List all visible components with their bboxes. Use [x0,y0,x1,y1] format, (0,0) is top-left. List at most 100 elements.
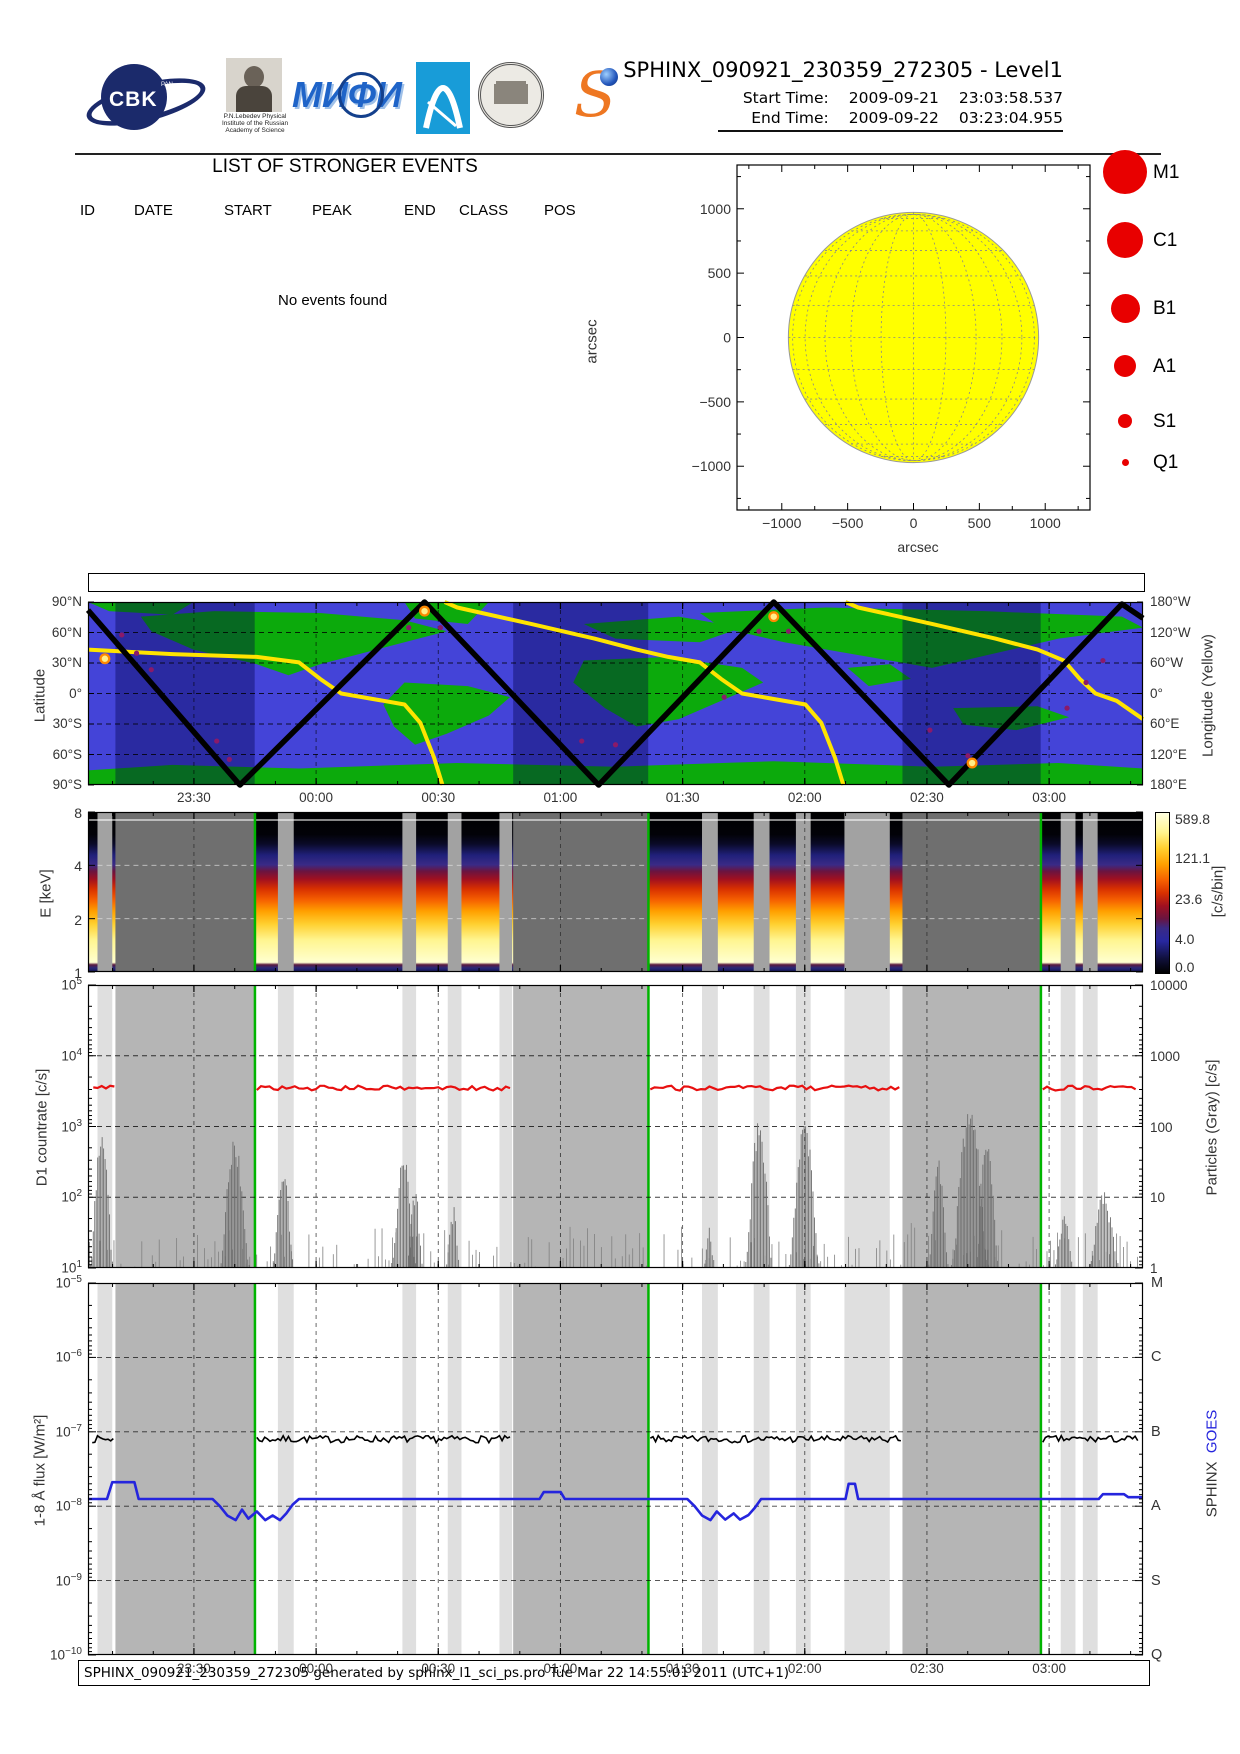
legend-flare-circle-S1 [1118,414,1132,428]
map-lon-label-5: 120°E [1150,746,1187,762]
map-time-label-01:00: 01:00 [543,790,578,805]
map-time-label-00:00: 00:00 [299,790,333,805]
times-underline [718,130,1063,132]
track-dot [1083,679,1089,686]
goes-class-tick-M: M [1151,1275,1164,1291]
map-lat-label-1: 60°N [51,624,82,640]
sun-ytick-label: −500 [699,394,731,410]
events-column-peak: PEAK [312,202,353,219]
track-dot [785,628,792,634]
end-time-label: End Time: [751,109,829,127]
flux-time-label-02:30: 02:30 [910,1661,944,1676]
sphinx-goes-label: SPHINX GOES [1204,1334,1221,1594]
sun-ytick-label: 1000 [700,201,731,217]
night-band [115,1283,255,1655]
strip-band [97,1283,113,1655]
longitude-curve [844,600,1145,721]
track-dot [1100,657,1106,664]
flux-ytick--6: 10−6 [55,1348,82,1365]
lebedev-caption: P.N.Lebedev Physical Institute of the Ru… [221,113,289,134]
colorbar-label-4: 0.0 [1175,959,1195,975]
start-date-value: 2009-09-21 [848,89,939,107]
flux-ytick--8: 10−8 [55,1497,82,1514]
flux-panel [87,1282,1144,1656]
map-lat-label-4: 30°S [52,716,82,731]
spectrogram-panel [87,811,1144,973]
map-time-label-00:30: 00:30 [421,790,456,805]
flux-time-label-23:30: 23:30 [177,1661,211,1676]
cbk-globe-icon [101,64,167,130]
goes-class-tick-C: C [1151,1349,1162,1366]
night-band [902,812,1041,972]
legend-flare-label-S1: S1 [1153,411,1177,432]
footer-box: SPHINX_090921_230359_272305 generated by… [78,1660,1150,1686]
strip-band [795,1283,811,1655]
cbk-sub-text: PAN [161,82,173,88]
empty-status-strip [88,573,1145,592]
strip-band [447,1283,462,1655]
cbk-text: CBK [109,88,158,111]
track-dot [612,742,619,748]
sunrise-line [1039,985,1043,1268]
spect-ytick-1: 1 [74,965,82,981]
track-dot [927,727,933,733]
solar-grid-meridian [850,213,977,462]
track-dot [437,625,443,631]
strip-band [1082,812,1098,972]
strip-band [447,812,462,972]
legend-flare-circle-C1 [1107,222,1143,258]
strip-band [402,812,417,972]
panel-border [87,601,1144,786]
track-hotspot-core [101,655,109,662]
track-dot [148,667,154,673]
strip-band [97,812,113,972]
night-band [513,1283,649,1655]
particles-ytick-10000: 10000 [1150,978,1188,993]
map-lat-label-2: 30°N [51,655,82,670]
goes-class-tick-A: A [1151,1498,1161,1515]
track-dot [133,650,140,656]
end-date-value: 2009-09-22 [848,109,939,127]
d1-ytick-5: 105 [61,976,82,993]
sun-yaxis-label: arcsec [583,319,601,364]
d1-ytick-4: 104 [61,1046,82,1064]
sunrise-line [1039,812,1043,972]
track-dot [756,628,762,634]
flux-ytick--9: 10−9 [55,1571,82,1589]
flux-ylabel: 1-8 Å flux [W/m²] [31,1414,49,1527]
d1-ylabel: D1 countrate [c/s] [33,1068,51,1187]
map-lat-label-0: 90°N [51,594,82,609]
particles-ytick-1000: 1000 [1150,1048,1181,1064]
observatory-seal-logo [478,62,544,130]
goes-trace-label: GOES [1203,1409,1221,1454]
map-lon-label-1: 120°W [1150,624,1191,640]
goes-flux-trace [88,1480,1143,1522]
strip-band [753,1283,770,1655]
d1-ytick-1: 101 [61,1259,82,1276]
track-dot [965,753,971,759]
particles-ytick-100: 100 [1150,1119,1173,1135]
events-column-end: END [404,202,436,219]
longitude-curve [87,647,445,786]
sun-ytick-label: −1000 [692,458,732,474]
sun-xtick-label: −500 [832,515,864,531]
flux-time-label-00:30: 00:30 [421,1661,456,1676]
sun-xtick-label: 0 [910,515,918,531]
d1-red-trace [1042,1084,1137,1092]
flux-time-label-01:30: 01:30 [665,1661,700,1676]
spect-ytick-8: 8 [74,805,82,821]
sun-ytick-label: 500 [708,265,732,281]
orbit-map-panel [85,599,1145,788]
map-lon-label-2: 60°W [1150,655,1184,670]
night-band [513,812,649,972]
d1-red-trace [649,1084,900,1092]
track-dot [226,756,232,762]
flux-time-label-00:00: 00:00 [299,1661,333,1676]
arch-curve-icon [423,85,463,129]
colorbar-unit-label: [c/s/bin] [1209,865,1227,918]
spectrogram-colorbar [1155,812,1170,974]
sphinx-flux-trace [1042,1434,1139,1443]
map-time-label-02:00: 02:00 [787,790,822,805]
colorbar-label-3: 4.0 [1175,931,1195,947]
panel-border [87,811,1144,973]
